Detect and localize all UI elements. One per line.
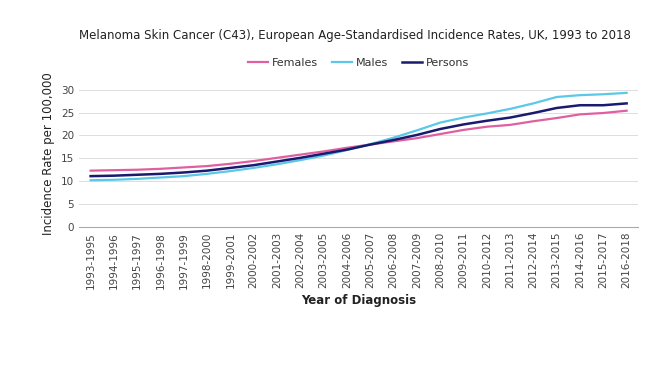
- Males: [320, 153, 328, 158]
- Line: Females: Females: [91, 111, 626, 171]
- Males: [506, 107, 514, 111]
- Males: [599, 92, 607, 97]
- Males: [250, 166, 258, 170]
- Persons: [273, 159, 281, 164]
- Females: [530, 119, 538, 123]
- Persons: [226, 166, 234, 170]
- Persons: [390, 138, 397, 142]
- Females: [553, 116, 561, 120]
- Females: [157, 167, 164, 171]
- Males: [576, 93, 584, 97]
- Persons: [296, 156, 304, 160]
- Persons: [87, 174, 95, 178]
- Persons: [459, 122, 467, 127]
- Persons: [110, 173, 118, 178]
- Females: [320, 149, 328, 154]
- Females: [599, 111, 607, 115]
- Persons: [506, 115, 514, 120]
- X-axis label: Year of Diagnosis: Year of Diagnosis: [301, 294, 416, 307]
- Males: [134, 177, 141, 181]
- Persons: [250, 163, 258, 167]
- Persons: [203, 168, 211, 173]
- Males: [459, 115, 467, 120]
- Persons: [180, 170, 188, 175]
- Persons: [622, 101, 630, 105]
- Females: [203, 164, 211, 168]
- Females: [436, 132, 444, 136]
- Y-axis label: Incidence Rate per 100,000: Incidence Rate per 100,000: [42, 72, 55, 235]
- Females: [367, 142, 374, 147]
- Males: [343, 148, 351, 152]
- Line: Males: Males: [91, 93, 626, 180]
- Persons: [483, 119, 491, 123]
- Females: [622, 108, 630, 113]
- Males: [413, 128, 421, 132]
- Males: [436, 120, 444, 125]
- Females: [506, 123, 514, 127]
- Males: [87, 178, 95, 182]
- Females: [483, 124, 491, 129]
- Persons: [367, 142, 374, 147]
- Females: [87, 168, 95, 173]
- Males: [157, 175, 164, 180]
- Females: [226, 161, 234, 166]
- Males: [203, 172, 211, 176]
- Text: Melanoma Skin Cancer (C43), European Age-Standardised Incidence Rates, UK, 1993 : Melanoma Skin Cancer (C43), European Age…: [79, 29, 631, 42]
- Males: [110, 178, 118, 182]
- Persons: [157, 172, 164, 176]
- Persons: [320, 152, 328, 156]
- Males: [553, 95, 561, 99]
- Females: [413, 136, 421, 140]
- Females: [343, 146, 351, 150]
- Males: [180, 174, 188, 178]
- Males: [483, 111, 491, 116]
- Females: [273, 156, 281, 160]
- Females: [459, 128, 467, 132]
- Females: [180, 165, 188, 170]
- Males: [226, 169, 234, 173]
- Persons: [553, 106, 561, 110]
- Persons: [436, 127, 444, 131]
- Females: [134, 168, 141, 172]
- Line: Persons: Persons: [91, 103, 626, 176]
- Legend: Females, Males, Persons: Females, Males, Persons: [243, 54, 474, 73]
- Persons: [343, 147, 351, 152]
- Males: [273, 162, 281, 167]
- Females: [296, 152, 304, 157]
- Males: [296, 158, 304, 163]
- Persons: [134, 172, 141, 177]
- Females: [110, 168, 118, 172]
- Persons: [413, 133, 421, 137]
- Persons: [530, 111, 538, 115]
- Males: [367, 142, 374, 146]
- Males: [622, 91, 630, 95]
- Females: [250, 159, 258, 163]
- Males: [530, 101, 538, 105]
- Persons: [599, 103, 607, 107]
- Females: [576, 112, 584, 116]
- Females: [390, 139, 397, 143]
- Males: [390, 135, 397, 140]
- Persons: [576, 103, 584, 107]
